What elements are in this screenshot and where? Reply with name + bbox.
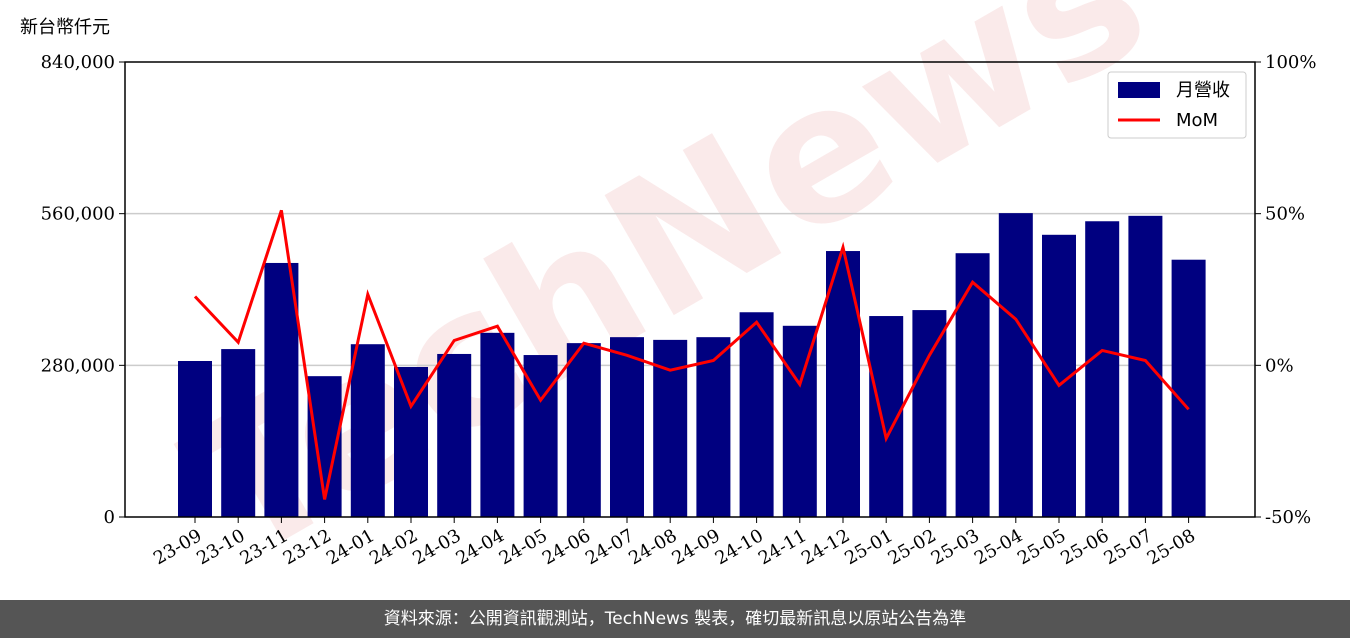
bar <box>566 343 601 517</box>
bar <box>782 325 817 517</box>
bar <box>998 213 1033 517</box>
bar <box>696 337 731 517</box>
legend-label: 月營收 <box>1176 80 1230 101</box>
x-tick-label: 25-01 <box>841 525 896 569</box>
bar <box>264 262 299 517</box>
legend-label: MoM <box>1176 110 1218 131</box>
x-tick-label: 24-11 <box>755 525 810 569</box>
y-axis-label: 新台幣仟元 <box>20 17 110 38</box>
x-tick-label: 25-08 <box>1144 525 1199 569</box>
bar <box>826 251 860 517</box>
x-tick-label: 24-08 <box>625 525 680 569</box>
x-tick-label: 23-09 <box>150 525 205 569</box>
line <box>193 209 1190 500</box>
x-tick-label: 24-07 <box>582 525 637 569</box>
y-tick-label: 840,000 <box>41 52 115 73</box>
y-tick-label: 280,000 <box>41 355 115 376</box>
x-tick-label: 25-04 <box>971 525 1026 569</box>
x-tick-label: 25-07 <box>1100 525 1155 569</box>
bar <box>350 344 385 517</box>
x-tick-label: 25-02 <box>884 525 939 569</box>
x-tick-label: 25-06 <box>1057 525 1112 569</box>
bar <box>610 337 644 517</box>
legend-swatch <box>1118 82 1160 98</box>
x-tick-label: 24-09 <box>668 525 723 569</box>
x-tick-label: 24-12 <box>798 525 853 569</box>
x-tick-label: 24-03 <box>409 525 464 569</box>
bar <box>955 253 990 518</box>
bar <box>178 361 212 517</box>
bar <box>394 366 428 517</box>
x-tick-label: 24-10 <box>712 525 767 569</box>
bar <box>1085 221 1120 517</box>
y-tick-label: 0 <box>104 507 115 528</box>
y-tick-label: 560,000 <box>41 204 115 225</box>
x-tick-label: 24-06 <box>539 525 594 569</box>
bar <box>1128 215 1163 518</box>
y2-tick-label: 50% <box>1265 204 1305 225</box>
y2-tick-label: -50% <box>1265 507 1311 528</box>
x-tick-label: 24-04 <box>452 525 507 569</box>
x-tick-label: 25-05 <box>1014 525 1069 569</box>
bar <box>221 349 256 517</box>
source-note: 資料來源：公開資訊觀測站，TechNews 製表，確切最新訊息以原站公告為準 <box>0 600 1350 638</box>
bar <box>1171 259 1206 517</box>
y2-tick-label: 100% <box>1265 52 1316 73</box>
bar <box>739 312 774 517</box>
bar <box>437 353 472 517</box>
chart: 新台幣仟元 TechNews 0280,000560,000840,000-50… <box>20 0 1316 600</box>
bar <box>480 332 515 517</box>
plot-frame <box>124 61 1256 518</box>
x-tick-label: 24-05 <box>496 525 551 569</box>
x-tick-label: 25-03 <box>928 525 983 569</box>
bar <box>912 310 947 517</box>
y2-tick-label: 0% <box>1265 355 1294 376</box>
